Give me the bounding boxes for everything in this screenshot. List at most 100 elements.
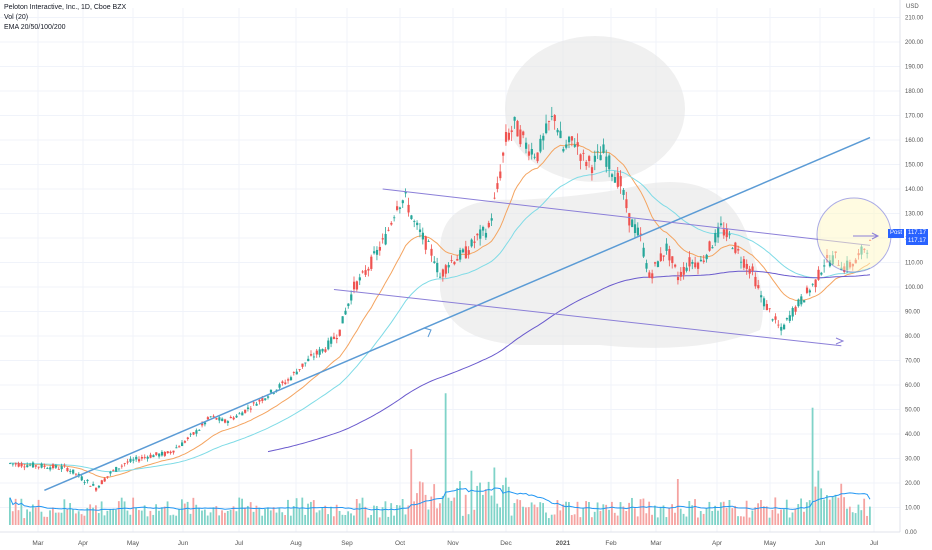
volume-bar <box>97 513 100 525</box>
candle-body <box>611 174 614 177</box>
candle-body <box>315 350 318 355</box>
candle-body <box>264 398 267 400</box>
candle-body <box>725 228 728 238</box>
candle-body <box>20 463 23 467</box>
candle-body <box>407 204 410 213</box>
volume-bar <box>361 497 364 525</box>
volume-bar <box>559 510 562 525</box>
candle-body <box>189 433 192 435</box>
volume-bar <box>54 512 57 525</box>
candle-body <box>318 349 321 355</box>
legend-vol[interactable]: Vol (20) <box>4 14 29 21</box>
volume-bar <box>593 511 596 525</box>
volume-bar <box>582 508 585 525</box>
volume-bar <box>645 513 648 525</box>
volume-bar <box>504 477 507 525</box>
time-axis[interactable]: Mar Apr May Jun Jul Aug Sep Oct Nov Dec 2021 Feb Mar… <box>0 531 900 547</box>
volume-bar <box>160 507 163 525</box>
volume-bar <box>123 501 126 525</box>
candle-body <box>146 456 149 459</box>
volume-bar <box>135 507 137 525</box>
candle-body <box>731 248 734 250</box>
volume-bar <box>129 514 132 525</box>
candle-body <box>582 152 585 154</box>
currency-label[interactable]: USD <box>906 4 919 10</box>
volume-bar <box>691 505 694 525</box>
volume-bar <box>327 514 329 525</box>
volume-bar <box>605 504 608 525</box>
highlight-circle <box>816 197 892 273</box>
volume-bar <box>49 510 51 525</box>
candle-body <box>92 483 95 486</box>
candle-body <box>482 226 485 231</box>
candle-body <box>633 224 637 233</box>
arrow-head <box>835 337 845 345</box>
candle-body <box>232 417 235 420</box>
candle-body <box>410 215 413 219</box>
volume-bar <box>479 482 481 525</box>
candle-body <box>757 285 760 289</box>
volume-bar <box>631 497 633 525</box>
volume-bar <box>699 511 702 525</box>
x-tick-label: Oct <box>395 540 405 547</box>
arrow-head <box>423 327 432 338</box>
legend-title[interactable]: Peloton Interactive, Inc., 1D, Cboe BZX <box>4 4 127 11</box>
candle-body <box>272 393 275 394</box>
candle-body <box>639 233 642 235</box>
candle-body <box>453 261 456 265</box>
volume-bar <box>143 505 146 525</box>
volume-bar <box>390 503 393 525</box>
volume-bar <box>688 500 691 525</box>
candle-body <box>794 306 797 312</box>
volume-bar <box>803 511 805 525</box>
legend-ema[interactable]: EMA 20/50/100/200 <box>4 24 66 31</box>
ema-200-line <box>267 270 871 453</box>
y-tick-label: 40.00 <box>905 432 921 438</box>
candle-body <box>60 466 63 470</box>
volume-average-line <box>9 487 871 511</box>
candle-body <box>737 249 740 251</box>
candle-body <box>565 144 568 148</box>
volume-bar <box>665 517 668 525</box>
volume-bar <box>570 515 573 525</box>
volume-bar <box>355 499 358 525</box>
volume-bar <box>530 502 533 525</box>
candle-body <box>800 296 803 305</box>
volume-bar <box>307 503 309 525</box>
volume-bar <box>9 497 11 525</box>
candle-body <box>138 459 141 462</box>
volume-bar <box>613 512 616 525</box>
volume-bar <box>780 509 782 525</box>
volume-bar <box>203 509 206 525</box>
candlesticks <box>9 106 872 492</box>
candle-body <box>573 144 576 147</box>
volume-bar <box>436 508 438 525</box>
volume-bar <box>393 515 395 525</box>
y-tick-label: 210.00 <box>905 16 924 22</box>
volume-bar <box>40 511 43 525</box>
candle-body <box>596 151 599 153</box>
volume-bar <box>682 513 685 525</box>
trend-drawings[interactable] <box>44 136 892 492</box>
candle-body <box>605 156 608 167</box>
candle-body <box>304 362 307 364</box>
volume-bar <box>100 501 103 525</box>
price-axis[interactable]: 0.00 10.00 20.00 30.00 40.00 50.00 60.00 70.00 8… <box>899 0 924 536</box>
candle-body <box>814 279 817 288</box>
candle-body <box>622 189 625 195</box>
candle-body <box>401 200 404 204</box>
candle-body <box>507 132 510 140</box>
candle-body <box>43 465 46 467</box>
candle-body <box>748 268 751 274</box>
volume-bar <box>625 511 628 525</box>
candle-body <box>278 384 281 388</box>
volume-bar <box>281 512 284 525</box>
candle-body <box>117 468 121 470</box>
volume-bar <box>702 513 705 525</box>
candle-body <box>719 223 723 226</box>
x-tick-label: Mar <box>650 540 662 547</box>
candle-body <box>765 303 768 311</box>
candle-body <box>34 465 37 467</box>
candle-body <box>728 234 731 236</box>
